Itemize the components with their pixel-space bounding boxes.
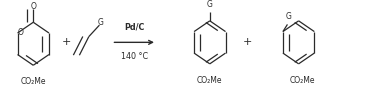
Text: CO₂Me: CO₂Me <box>290 76 315 85</box>
Text: G: G <box>207 0 213 9</box>
Text: +: + <box>62 37 71 47</box>
Text: Pd/C: Pd/C <box>124 22 144 31</box>
Text: 140 °C: 140 °C <box>121 52 148 61</box>
Text: CO₂Me: CO₂Me <box>20 77 46 86</box>
Text: G: G <box>97 18 103 27</box>
Text: O: O <box>18 28 23 37</box>
Text: G: G <box>286 12 292 21</box>
Text: +: + <box>243 37 252 47</box>
Text: CO₂Me: CO₂Me <box>197 76 223 85</box>
Text: O: O <box>30 2 36 11</box>
